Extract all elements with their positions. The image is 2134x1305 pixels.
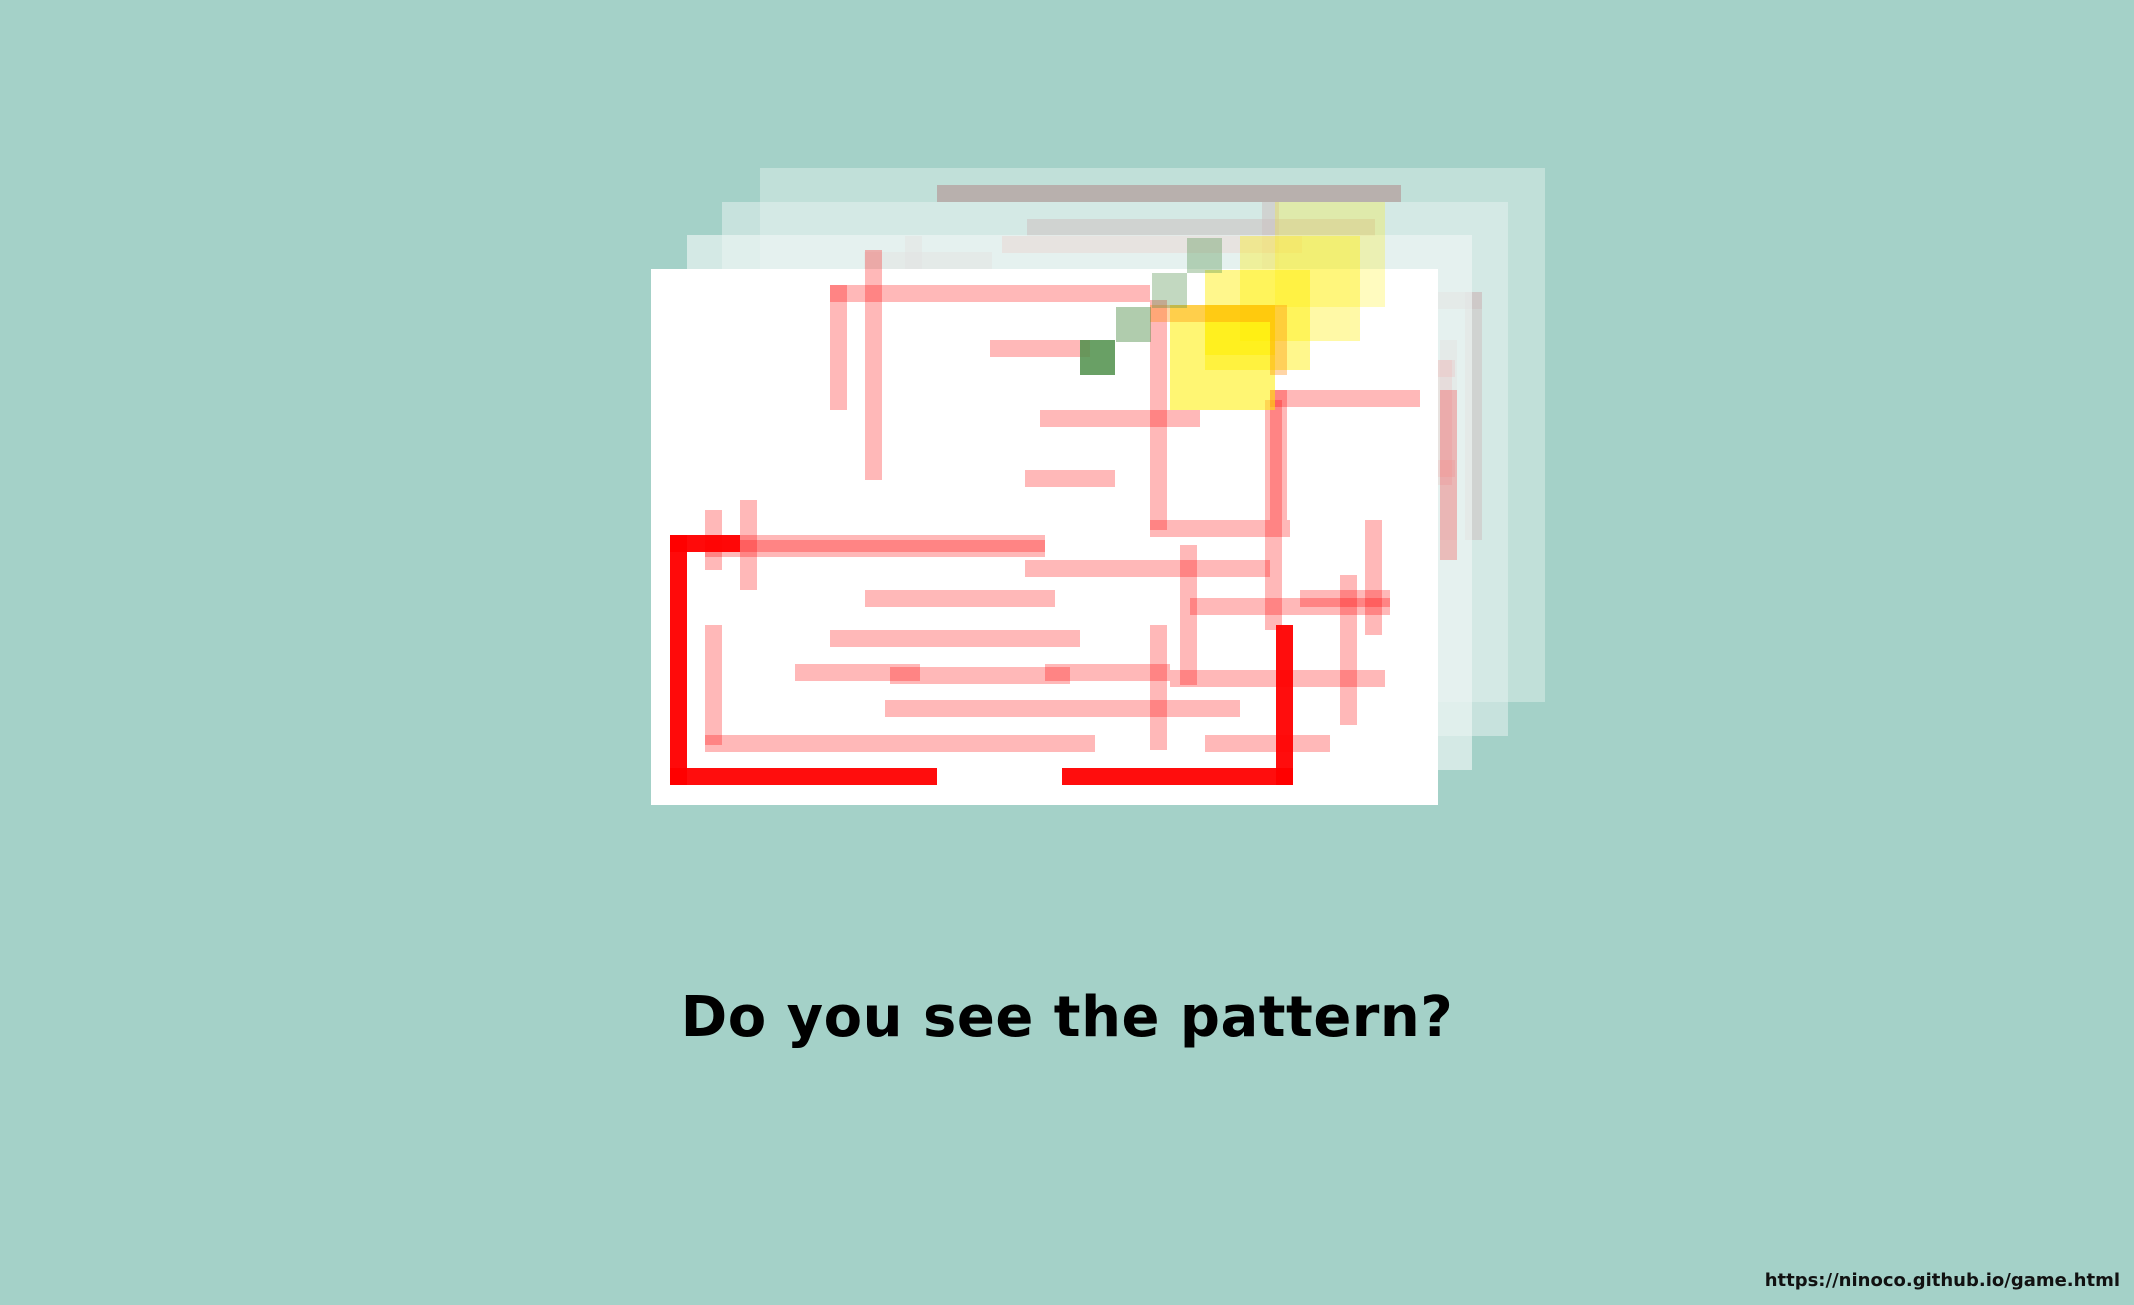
highlight-cell	[1205, 305, 1275, 355]
marker-cell	[1116, 307, 1151, 342]
frame1-wall	[1180, 545, 1197, 685]
front-wall	[670, 535, 687, 785]
frame1-wall	[1040, 410, 1200, 427]
frame1-wall	[830, 285, 847, 410]
marker-cells	[1080, 238, 1222, 375]
frame1-wall	[1150, 300, 1167, 530]
frame1-wall	[990, 340, 1090, 357]
marker-cell	[1080, 340, 1115, 375]
frame1-wall	[1045, 664, 1170, 681]
frame1-wall	[885, 700, 1240, 717]
frame1-wall	[890, 667, 1070, 684]
front-wall	[1062, 768, 1293, 785]
frame1-wall	[1340, 575, 1357, 725]
frame1-wall	[740, 500, 757, 590]
frame1-wall	[1190, 598, 1390, 615]
frame1-wall	[1025, 470, 1115, 487]
frame1-wall	[705, 625, 722, 745]
front-wall	[670, 768, 937, 785]
frame1-wall	[1300, 590, 1390, 607]
frame1-wall	[795, 664, 920, 681]
frame1-wall	[705, 735, 1095, 752]
frame1-wall	[1365, 520, 1382, 635]
frame1-wall	[670, 535, 1045, 552]
frame1-wall	[1205, 735, 1330, 752]
frame1-wall	[1265, 400, 1282, 630]
front-wall	[1276, 625, 1293, 785]
frame1-wall	[1150, 625, 1167, 750]
frame1-wall	[705, 540, 1045, 557]
highlight-accent	[1150, 305, 1270, 322]
frame1-wall	[865, 590, 1055, 607]
slide-caption: Do you see the pattern?	[680, 985, 1454, 1050]
frame1-wall	[1150, 520, 1290, 537]
frame1-wall	[865, 250, 882, 480]
highlight-accent	[1270, 305, 1287, 375]
back-wall	[937, 185, 1401, 202]
maze-frame-1	[651, 250, 1438, 805]
front-wall	[670, 535, 740, 552]
source-url[interactable]: https://ninoco.github.io/game.html	[1764, 1270, 2120, 1291]
frame1-wall	[830, 630, 1080, 647]
frame1-wall	[1025, 560, 1270, 577]
frame2-wall	[1440, 390, 1457, 560]
highlight-cell	[1275, 202, 1385, 307]
frame1-wall	[1270, 390, 1420, 407]
frame1-wall	[830, 285, 1150, 302]
marker-cell	[1152, 273, 1187, 308]
maze-frame-1-panel	[651, 269, 1438, 805]
marker-cell	[1187, 238, 1222, 273]
highlight-cells	[1150, 202, 1385, 410]
frame1-wall	[1270, 390, 1287, 520]
front-maze-walls	[670, 535, 1293, 785]
